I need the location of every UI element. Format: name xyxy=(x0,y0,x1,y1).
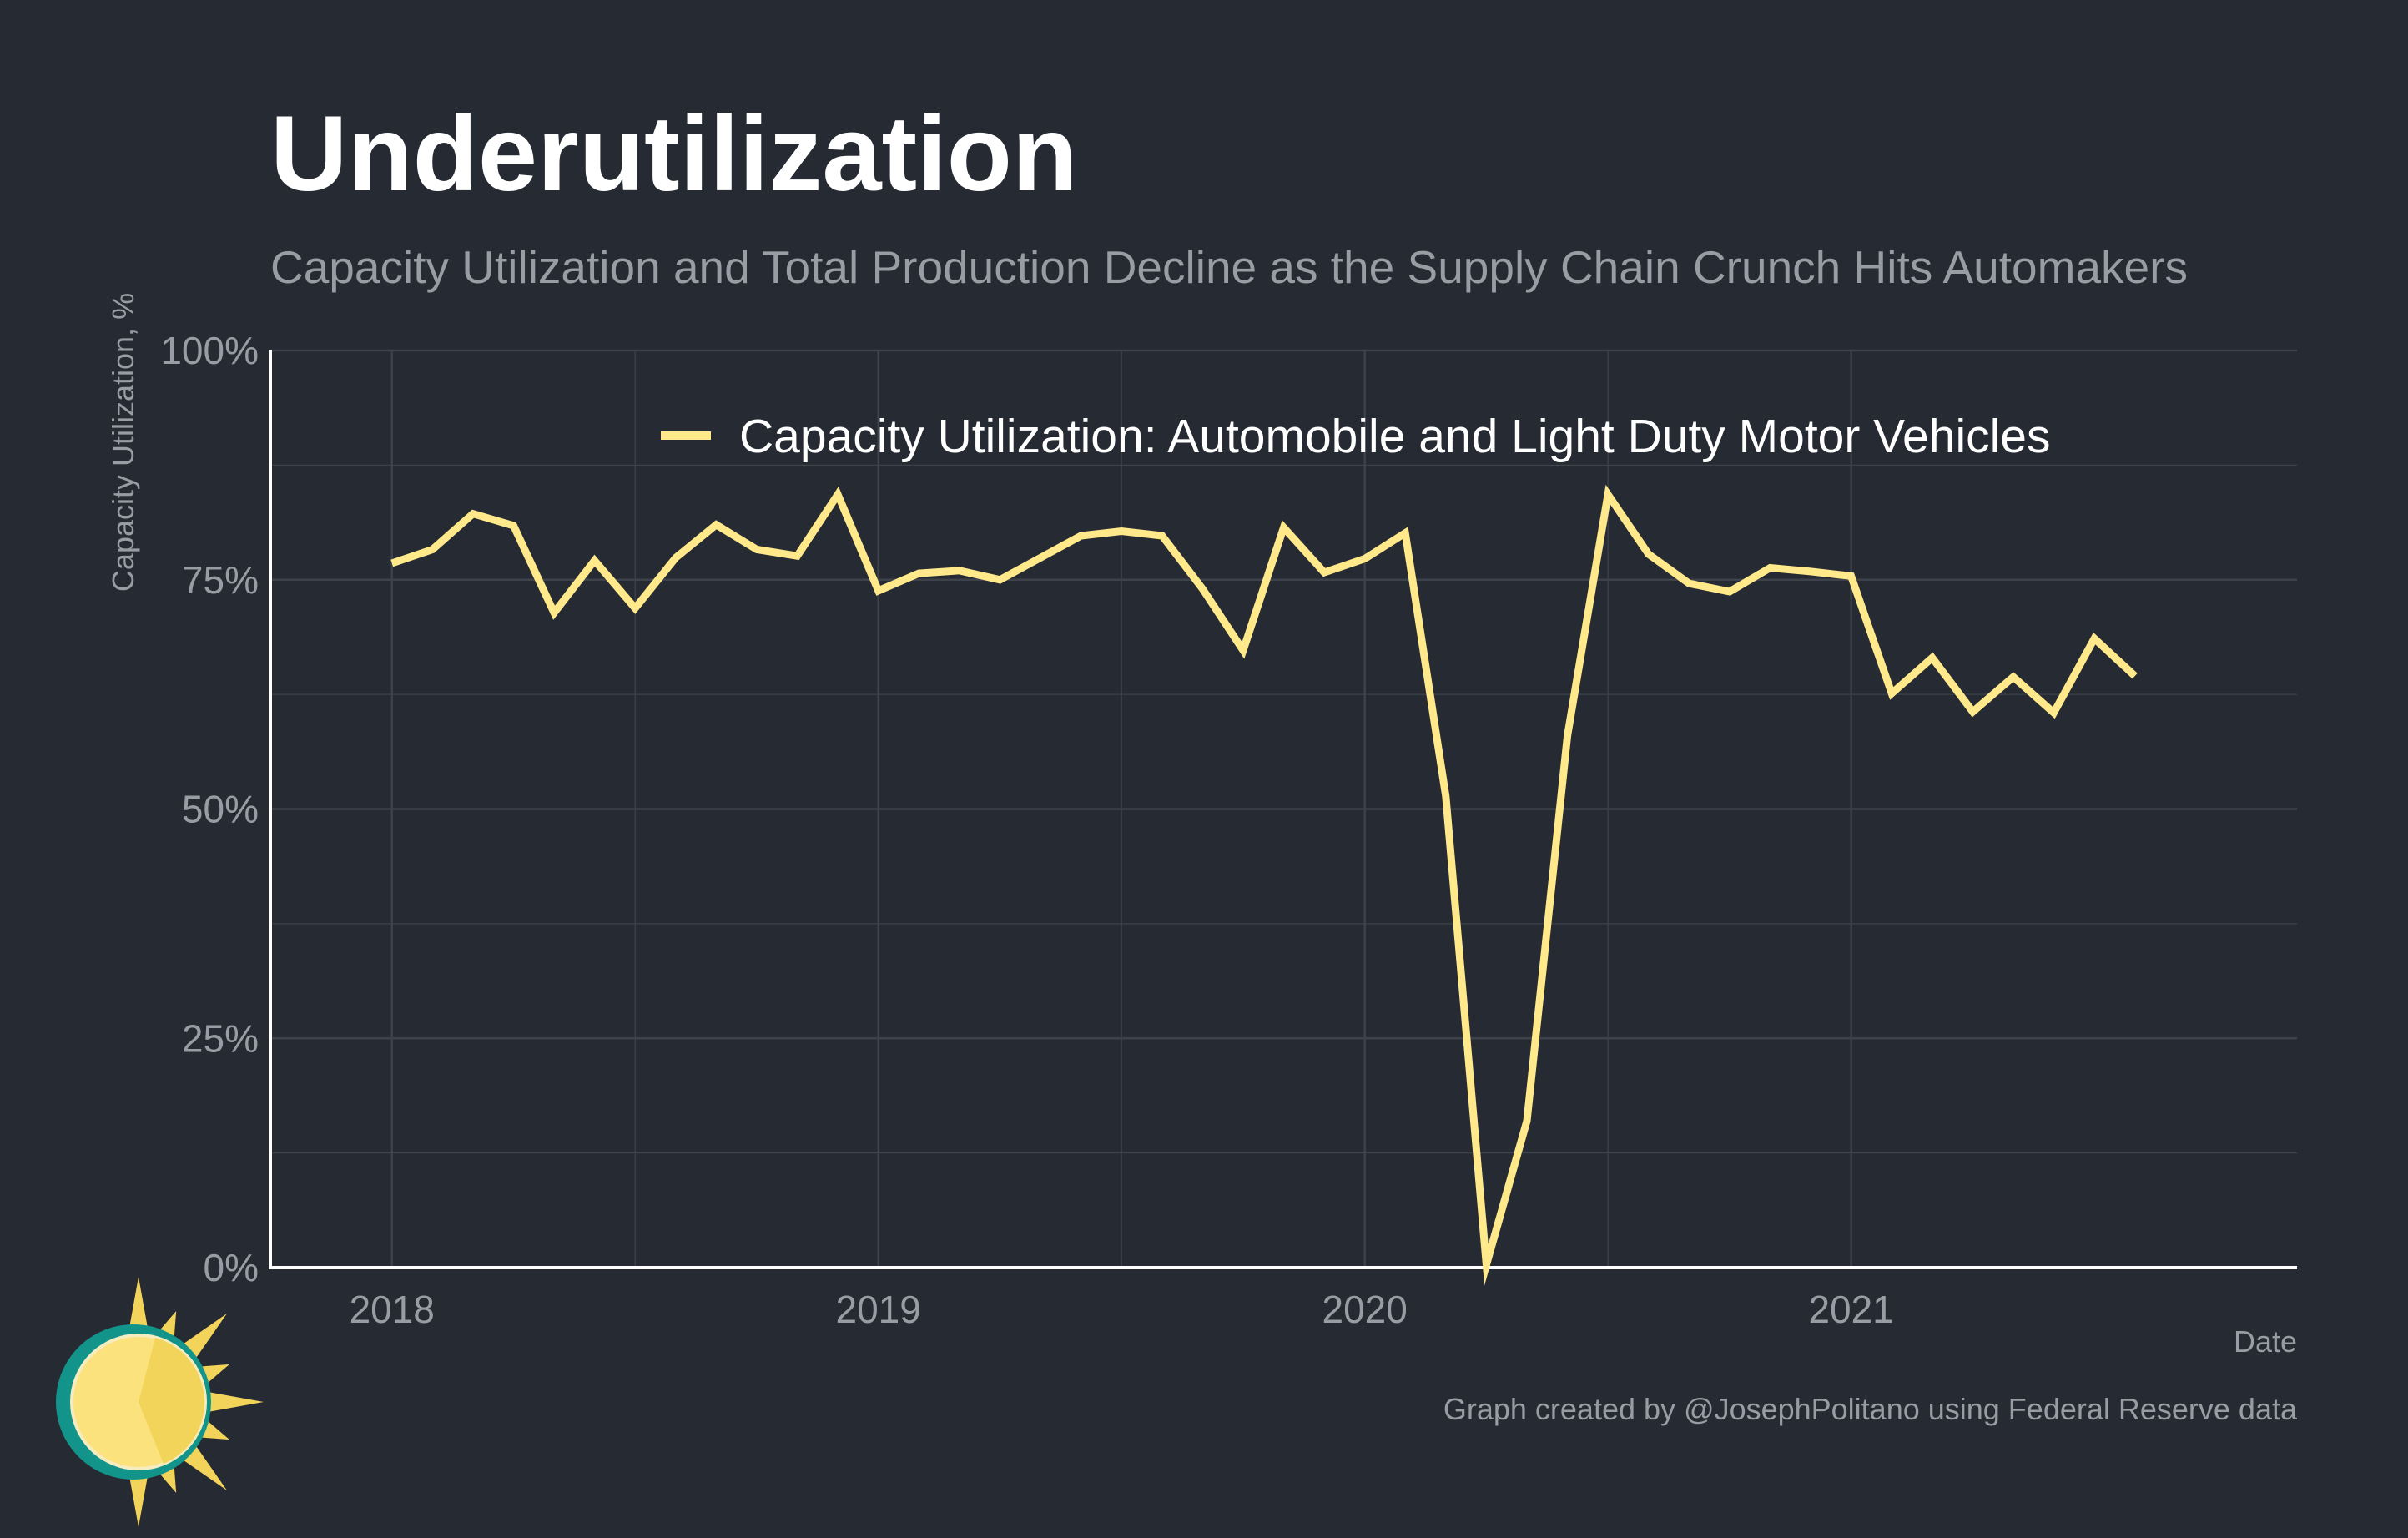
x-tick-label: 2018 xyxy=(350,1288,435,1331)
y-tick-label: 0% xyxy=(204,1246,259,1289)
sun-ray-icon xyxy=(204,1391,264,1413)
series-line xyxy=(390,484,2138,1286)
axes: 0% 25% 50% 75% 100% 2018 2019 2020 2021 xyxy=(160,329,2297,1331)
sun-ray-icon xyxy=(128,1467,149,1527)
sun-logo-icon xyxy=(56,1277,264,1527)
x-tick-label: 2021 xyxy=(1808,1288,1893,1331)
x-axis-title: Date xyxy=(2234,1324,2297,1359)
y-tick-label: 25% xyxy=(182,1016,259,1060)
sun-ray-icon xyxy=(128,1277,149,1337)
y-tick-label: 75% xyxy=(182,558,259,602)
chart-title: Underutilization xyxy=(270,94,1077,214)
grid xyxy=(270,349,2297,1268)
x-tick-label: 2020 xyxy=(1322,1288,1407,1331)
series-layer xyxy=(390,484,2138,1286)
x-tick-label: 2019 xyxy=(836,1288,921,1331)
chart-caption: Graph created by @JosephPolitano using F… xyxy=(1443,1392,2298,1426)
y-tick-label: 100% xyxy=(160,329,259,372)
y-axis-title: Capacity Utilization, % xyxy=(106,293,140,592)
chart-subtitle: Capacity Utilization and Total Productio… xyxy=(270,241,2188,293)
legend-label: Capacity Utilization: Automobile and Lig… xyxy=(739,410,2050,463)
y-tick-label: 50% xyxy=(182,788,259,831)
legend: Capacity Utilization: Automobile and Lig… xyxy=(661,410,2050,463)
sun-shade-icon xyxy=(139,1338,205,1464)
